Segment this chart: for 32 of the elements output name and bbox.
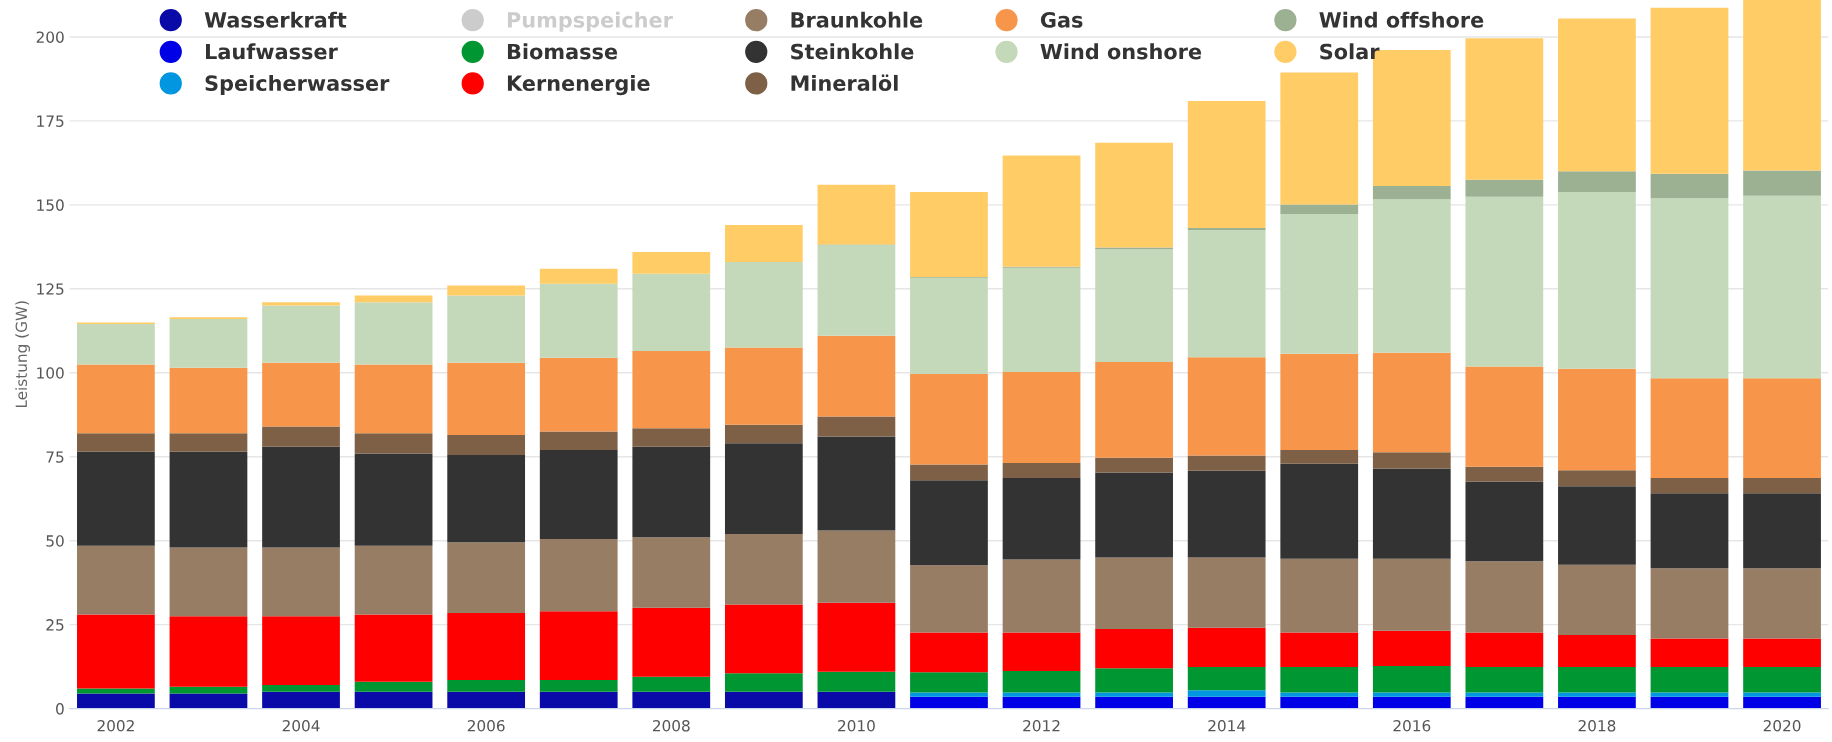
legend-label: Solar — [1320, 43, 1380, 60]
legend-label: Gas — [1040, 12, 1083, 28]
x-tick-label: 2014 — [1208, 719, 1246, 732]
y-tick-label: 150 — [37, 199, 64, 211]
legend-label: Mineralöl — [791, 74, 898, 92]
legend-label: Wasserkraft — [204, 11, 347, 28]
x-tick-label: 2006 — [467, 719, 505, 732]
y-axis-title: Leistung (GW) — [15, 301, 31, 408]
legend-label: Speicherwasser — [205, 74, 390, 96]
legend-label: Biomasse — [507, 43, 618, 60]
x-tick-label: 2012 — [1023, 719, 1060, 732]
legend-label: Steinkohle — [791, 43, 914, 60]
x-tick-label: 2018 — [1578, 719, 1616, 732]
x-tick-label: 2004 — [282, 719, 320, 732]
y-tick-label: 100 — [37, 367, 64, 379]
legend-label: Laufwasser — [206, 43, 338, 60]
x-tick-label: 2002 — [97, 719, 134, 732]
y-tick-label: 50 — [46, 535, 64, 547]
legend-label: Wind onshore — [1040, 43, 1202, 60]
legend-label: Kernenergie — [507, 74, 650, 96]
x-tick-label: 2010 — [838, 719, 875, 732]
y-tick-label: 200 — [36, 31, 64, 43]
y-tick-label: 125 — [37, 283, 64, 295]
x-tick-label: 2016 — [1393, 719, 1431, 732]
legend-label: Braunkohle — [791, 11, 923, 28]
x-tick-label: 2020 — [1763, 719, 1801, 732]
x-tick-label: 2008 — [652, 719, 690, 732]
y-tick-label: 175 — [37, 115, 64, 127]
y-tick-label: 25 — [46, 619, 64, 631]
y-tick-label: 0 — [56, 703, 64, 715]
legend-label: Wind offshore — [1319, 11, 1484, 28]
y-tick-label: 75 — [46, 451, 64, 463]
